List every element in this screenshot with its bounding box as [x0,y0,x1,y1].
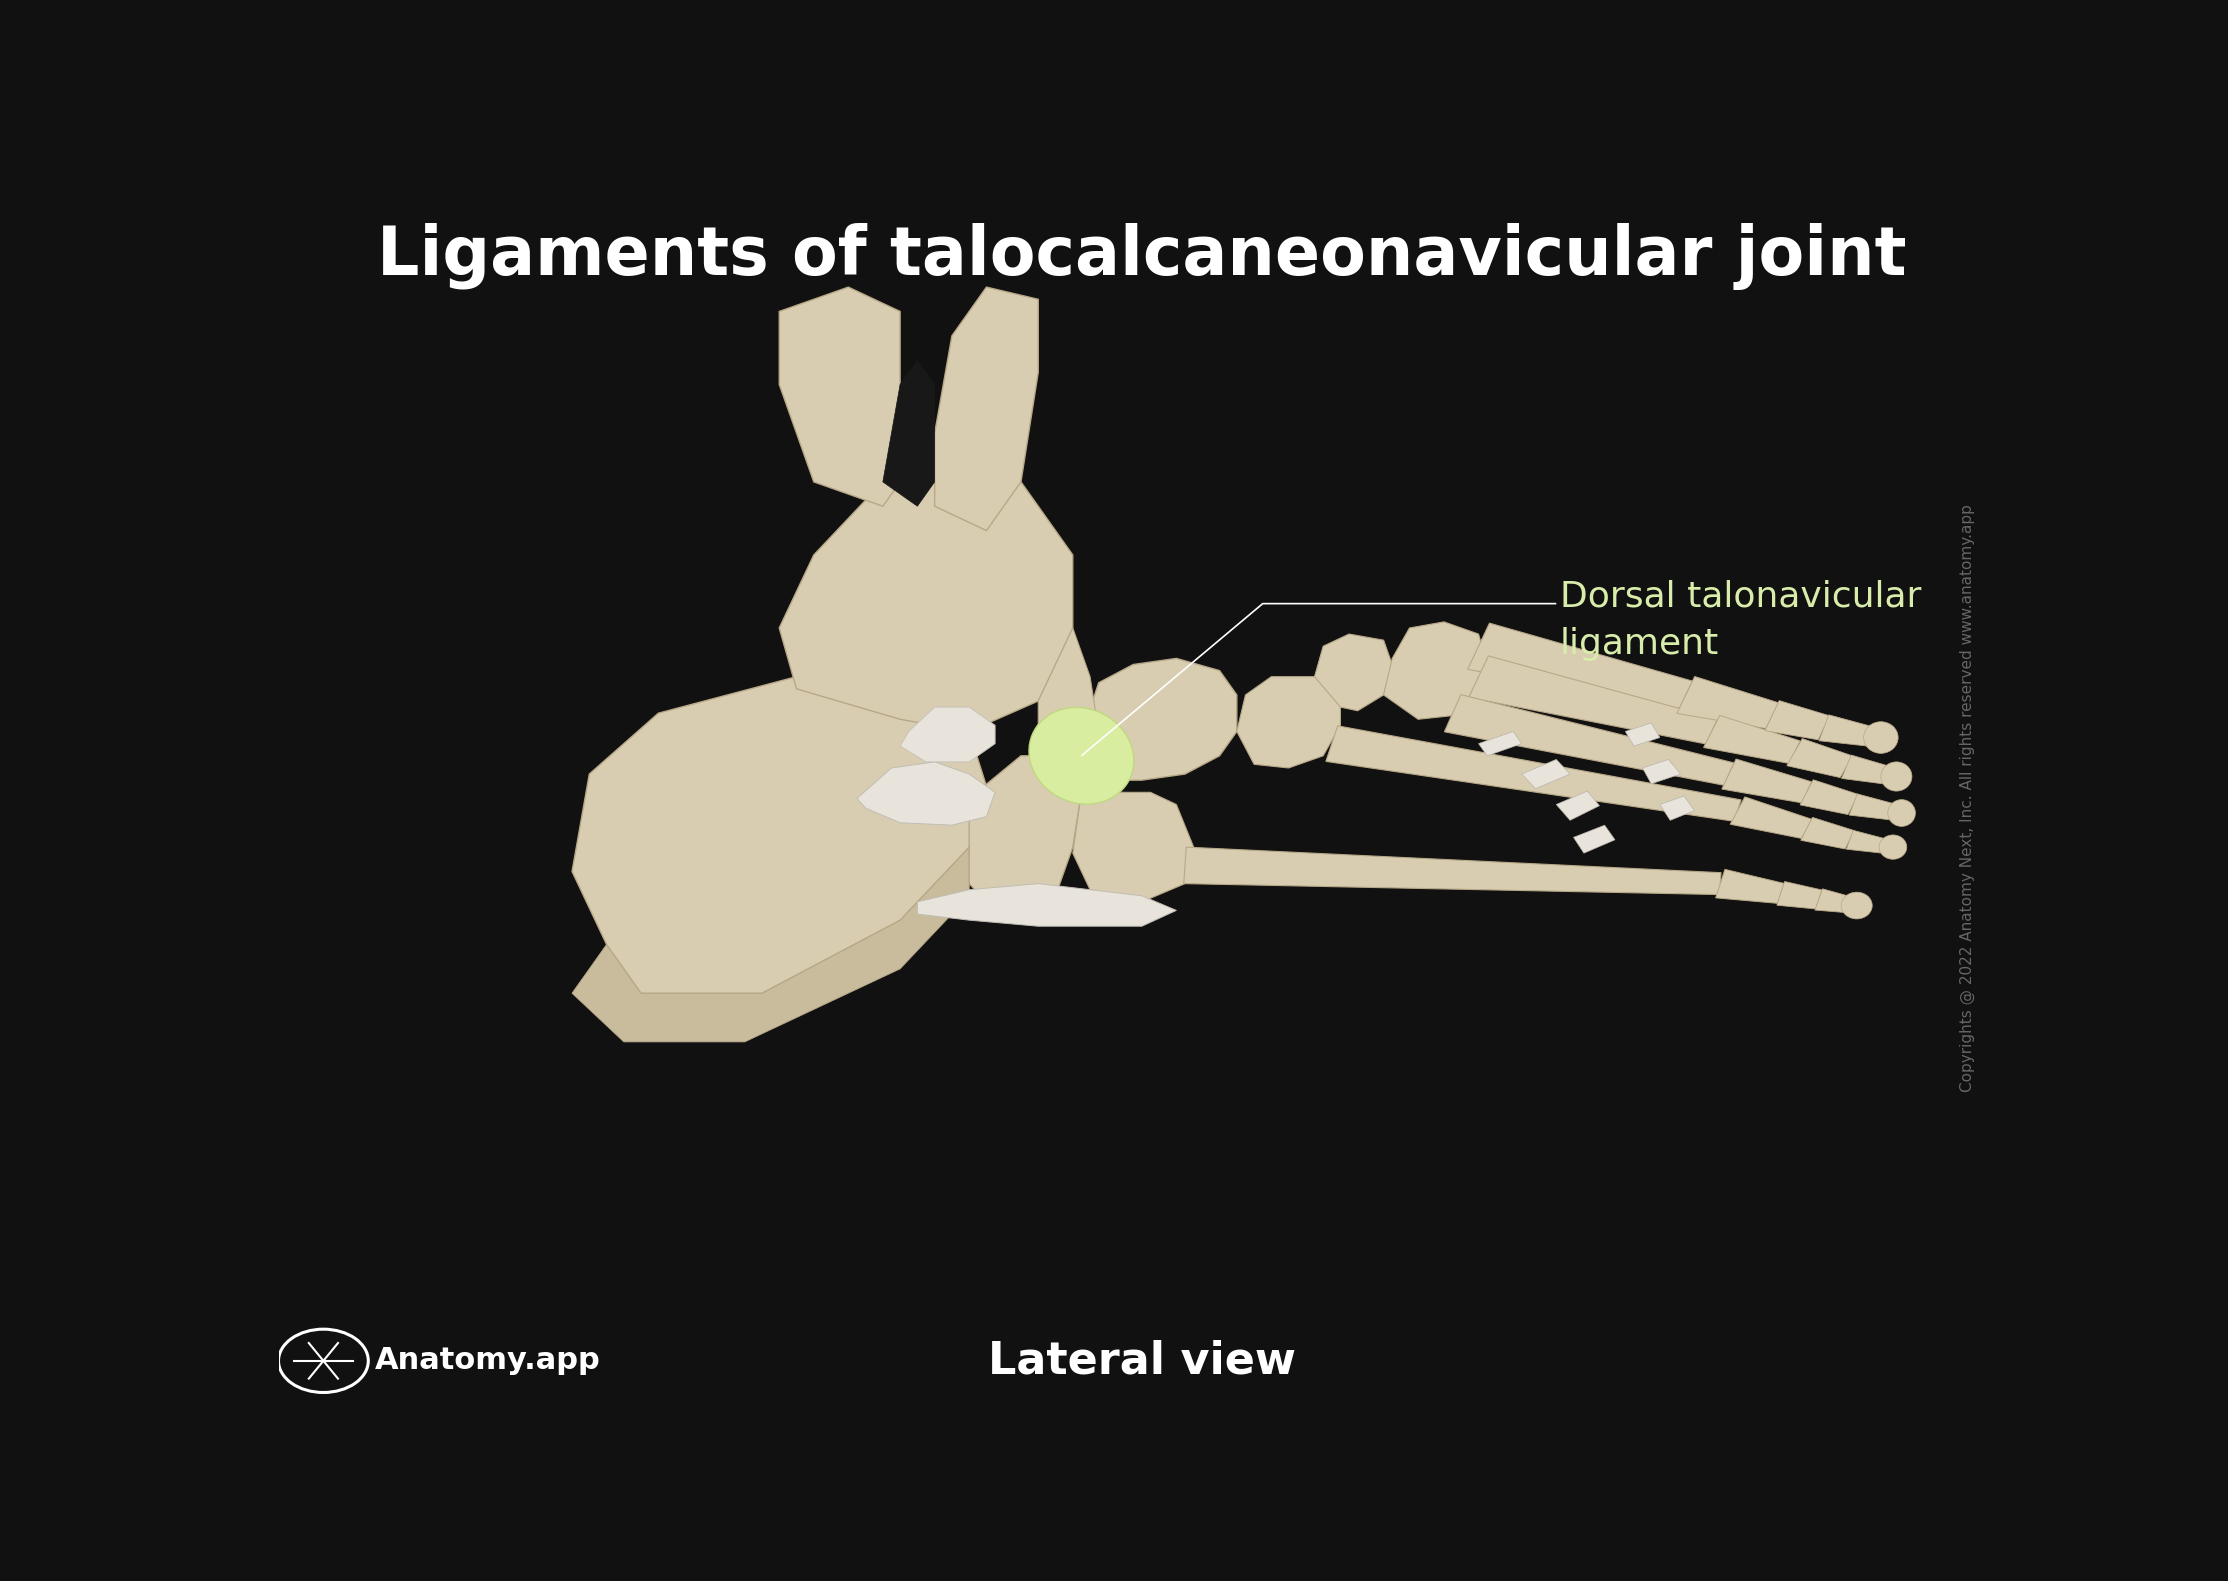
Text: Dorsal talonavicular
ligament: Dorsal talonavicular ligament [1560,579,1921,661]
Polygon shape [1778,882,1823,909]
Polygon shape [780,457,1074,732]
Polygon shape [918,884,1176,926]
Polygon shape [1626,723,1660,746]
Polygon shape [1716,870,1785,903]
Polygon shape [780,288,900,506]
Polygon shape [969,756,1081,920]
Ellipse shape [1878,835,1907,860]
Polygon shape [1787,738,1851,778]
Polygon shape [1816,889,1856,912]
Text: Lateral view: Lateral view [987,1339,1297,1382]
Polygon shape [1326,726,1740,821]
Polygon shape [1315,634,1392,711]
Polygon shape [900,707,996,762]
Polygon shape [1384,621,1488,719]
Polygon shape [1849,794,1900,821]
Polygon shape [1479,732,1522,756]
Polygon shape [1237,677,1341,768]
Polygon shape [1678,677,1778,729]
Polygon shape [1818,715,1878,746]
Polygon shape [1573,825,1615,854]
Ellipse shape [1863,721,1898,754]
Polygon shape [1522,759,1571,789]
Polygon shape [1765,700,1829,740]
Polygon shape [1444,694,1733,786]
Ellipse shape [1029,707,1134,805]
Polygon shape [1468,656,1718,745]
Polygon shape [1555,790,1600,821]
Ellipse shape [1840,892,1872,919]
Polygon shape [1468,623,1693,708]
Polygon shape [882,360,936,506]
Polygon shape [1722,759,1811,803]
Polygon shape [1038,628,1098,768]
Polygon shape [1074,792,1194,901]
Polygon shape [1081,658,1237,779]
Text: Copyrights @ 2022 Anatomy Next, Inc. All rights reserved www.anatomy.app: Copyrights @ 2022 Anatomy Next, Inc. All… [1961,504,1974,1092]
Text: Ligaments of talocalcaneonavicular joint: Ligaments of talocalcaneonavicular joint [377,223,1907,291]
Polygon shape [1840,756,1896,784]
Polygon shape [1660,795,1696,821]
Polygon shape [936,288,1038,531]
Polygon shape [1704,715,1800,764]
Polygon shape [858,762,996,825]
Polygon shape [1731,797,1811,838]
Ellipse shape [1880,762,1912,790]
Text: Anatomy.app: Anatomy.app [374,1347,602,1375]
Polygon shape [573,847,969,1042]
Polygon shape [573,677,987,993]
Polygon shape [1642,759,1680,784]
Polygon shape [1183,847,1720,895]
Polygon shape [1847,830,1892,854]
Ellipse shape [1887,800,1916,827]
Polygon shape [1800,817,1854,849]
Polygon shape [1800,779,1858,814]
